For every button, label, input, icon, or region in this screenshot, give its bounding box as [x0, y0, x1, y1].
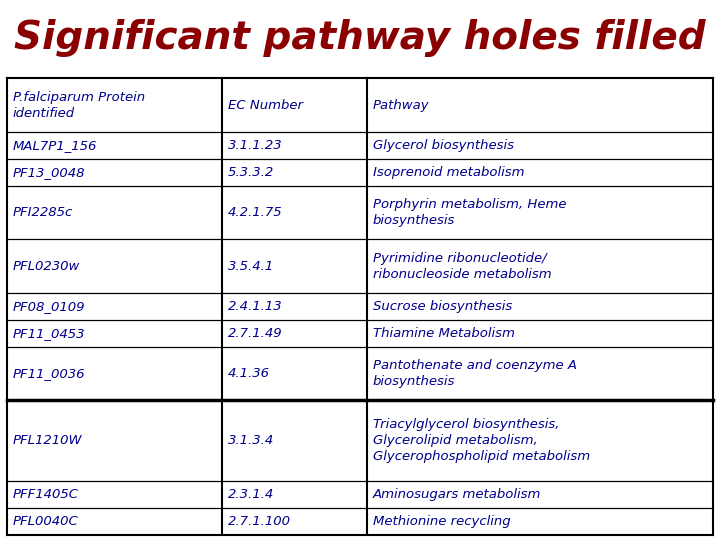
Text: PFL1210W: PFL1210W [13, 434, 83, 447]
Text: 5.3.3.2: 5.3.3.2 [228, 166, 274, 179]
Text: Pathway: Pathway [373, 99, 429, 112]
Text: Pantothenate and coenzyme A
biosynthesis: Pantothenate and coenzyme A biosynthesis [373, 359, 577, 388]
Text: 3.1.1.23: 3.1.1.23 [228, 139, 283, 152]
Text: 4.1.36: 4.1.36 [228, 367, 270, 380]
Text: PF08_0109: PF08_0109 [13, 300, 86, 313]
Text: Porphyrin metabolism, Heme
biosynthesis: Porphyrin metabolism, Heme biosynthesis [373, 198, 567, 227]
Text: 2.3.1.4: 2.3.1.4 [228, 488, 274, 501]
Text: Isoprenoid metabolism: Isoprenoid metabolism [373, 166, 524, 179]
Text: P.falciparum Protein
identified: P.falciparum Protein identified [13, 91, 145, 120]
Text: 3.5.4.1: 3.5.4.1 [228, 260, 274, 273]
Text: 2.7.1.100: 2.7.1.100 [228, 515, 291, 528]
Text: 3.1.3.4: 3.1.3.4 [228, 434, 274, 447]
Text: 2.4.1.13: 2.4.1.13 [228, 300, 283, 313]
Text: Sucrose biosynthesis: Sucrose biosynthesis [373, 300, 512, 313]
Text: Triacylglycerol biosynthesis,
Glycerolipid metabolism,
Glycerophospholipid metab: Triacylglycerol biosynthesis, Glycerolip… [373, 418, 590, 463]
Text: Glycerol biosynthesis: Glycerol biosynthesis [373, 139, 514, 152]
Text: PF11_0036: PF11_0036 [13, 367, 86, 380]
Text: Aminosugars metabolism: Aminosugars metabolism [373, 488, 541, 501]
Text: Thiamine Metabolism: Thiamine Metabolism [373, 327, 515, 340]
Text: PFF1405C: PFF1405C [13, 488, 79, 501]
Text: PF11_0453: PF11_0453 [13, 327, 86, 340]
Text: Methionine recycling: Methionine recycling [373, 515, 510, 528]
Text: PFL0230w: PFL0230w [13, 260, 81, 273]
Text: 4.2.1.75: 4.2.1.75 [228, 206, 283, 219]
Text: 2.7.1.49: 2.7.1.49 [228, 327, 283, 340]
Text: Pyrimidine ribonucleotide/
ribonucleoside metabolism: Pyrimidine ribonucleotide/ ribonucleosid… [373, 252, 552, 281]
Text: PFI2285c: PFI2285c [13, 206, 73, 219]
Text: MAL7P1_156: MAL7P1_156 [13, 139, 97, 152]
Text: EC Number: EC Number [228, 99, 303, 112]
Text: Significant pathway holes filled: Significant pathway holes filled [14, 19, 706, 57]
Text: PFL0040C: PFL0040C [13, 515, 78, 528]
Text: PF13_0048: PF13_0048 [13, 166, 86, 179]
